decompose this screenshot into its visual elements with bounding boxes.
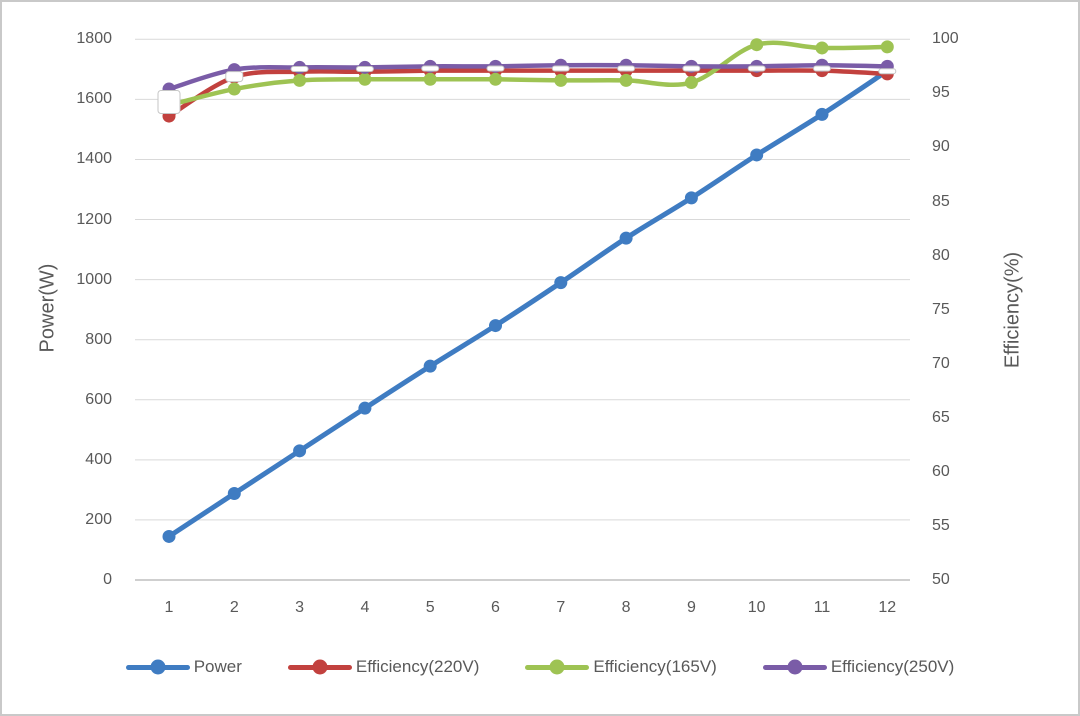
legend-item-efficiency-220v: Efficiency(220V) (287, 657, 480, 677)
white-dash-marker (682, 65, 701, 72)
right-axis-tick-label: 75 (932, 300, 950, 318)
right-axis-tick-label: 100 (932, 30, 959, 48)
series-marker-power (554, 276, 568, 290)
series-marker-efficiency-165v (489, 72, 502, 86)
efficiency-250v-series-swatch-icon (762, 658, 827, 676)
x-axis-tick-label: 2 (229, 599, 239, 616)
left-axis-tick-label: 200 (85, 510, 112, 528)
legend-label-power: Power (193, 657, 242, 676)
series-marker-power (684, 191, 698, 205)
series-marker-efficiency-165v (815, 41, 829, 55)
left-axis-tick-label: 400 (85, 450, 112, 468)
series-marker-power (227, 486, 241, 500)
efficiency-220v-series-swatch-icon (287, 658, 352, 676)
right-axis-tick-label: 70 (932, 354, 950, 372)
series-marker-efficiency-165v (554, 73, 568, 87)
left-axis-tick-label: 1600 (76, 90, 112, 108)
power-series-swatch-icon (125, 658, 190, 676)
x-axis-tick-label: 6 (491, 599, 500, 616)
series-marker-efficiency-165v (358, 72, 372, 86)
series-line-power (166, 68, 890, 539)
left-axis-title: Power(W) (36, 263, 59, 353)
legend-item-power: Power (125, 657, 242, 677)
series-marker-efficiency-165v (684, 76, 698, 90)
legend-label-efficiency-220v: Efficiency(220V) (355, 657, 480, 676)
white-dash-marker (617, 65, 636, 72)
right-axis-tick-label: 90 (932, 138, 950, 156)
x-axis-tick-label: 10 (747, 599, 766, 616)
series-marker-efficiency-165v (750, 38, 764, 52)
series-marker-power (162, 529, 176, 543)
legend-item-efficiency-250v: Efficiency(250V) (762, 657, 955, 677)
white-dash-marker (486, 65, 505, 72)
right-axis-tick-label: 65 (932, 408, 950, 426)
right-axis-tick-label: 80 (932, 246, 950, 264)
legend-item-efficiency-165v: Efficiency(165V) (525, 657, 717, 677)
series-marker-efficiency-165v (227, 82, 241, 96)
x-axis-tick-label: 7 (556, 599, 566, 616)
x-axis-tick-label: 8 (621, 599, 631, 616)
left-axis-tick-label: 800 (85, 330, 112, 348)
legend-label-efficiency-250v: Efficiency(250V) (830, 657, 955, 676)
x-axis-tick-label: 3 (295, 599, 305, 616)
series-marker-power (489, 319, 502, 333)
right-axis-tick-label: 95 (932, 84, 950, 102)
legend: Power Efficiency(220V) Efficiency(165V) … (2, 657, 1078, 677)
series-marker-power (358, 401, 372, 415)
white-dash-marker (813, 65, 831, 72)
white-dash-marker (421, 65, 440, 72)
x-axis-tick-label: 9 (686, 599, 696, 616)
series-marker-efficiency-165v (880, 40, 894, 54)
white-dash-marker (157, 90, 181, 115)
right-axis-title: Efficiency(%) (1001, 251, 1024, 369)
right-axis-tick-label: 50 (932, 571, 950, 588)
series-marker-power (815, 107, 829, 121)
white-dash-marker (878, 68, 897, 75)
left-axis-tick-label: 1000 (76, 270, 112, 288)
white-dash-marker (355, 66, 374, 73)
series-marker-power (619, 231, 633, 245)
series-marker-power (293, 444, 307, 458)
white-dash-marker (551, 65, 570, 72)
left-axis-tick-label: 0 (103, 571, 112, 588)
x-axis-tick-label: 4 (360, 599, 370, 616)
series-marker-power (750, 148, 764, 162)
x-axis-tick-label: 12 (878, 599, 897, 616)
left-axis-tick-label: 1400 (76, 150, 112, 168)
right-axis-tick-label: 55 (932, 516, 950, 534)
white-dash-marker (290, 66, 309, 73)
white-dash-marker (747, 65, 766, 72)
right-axis-tick-label: 60 (932, 462, 950, 480)
x-axis-tick-label: 1 (164, 599, 174, 616)
x-axis-tick-label: 11 (813, 599, 831, 616)
series-marker-efficiency-165v (293, 73, 307, 87)
series-marker-power (423, 359, 437, 373)
left-axis-tick-label: 600 (85, 390, 112, 408)
series-marker-efficiency-165v (423, 72, 437, 86)
efficiency-165v-series-swatch-icon (525, 658, 590, 676)
series-marker-efficiency-165v (619, 73, 633, 87)
legend-label-efficiency-165v: Efficiency(165V) (593, 657, 717, 676)
right-axis-tick-label: 85 (932, 192, 950, 210)
x-axis-tick-label: 5 (425, 599, 435, 616)
left-axis-tick-label: 1200 (76, 210, 112, 228)
left-axis-tick-label: 1800 (76, 30, 112, 48)
white-dash-marker (225, 71, 244, 83)
series-line-efficiency-220v (166, 68, 890, 119)
